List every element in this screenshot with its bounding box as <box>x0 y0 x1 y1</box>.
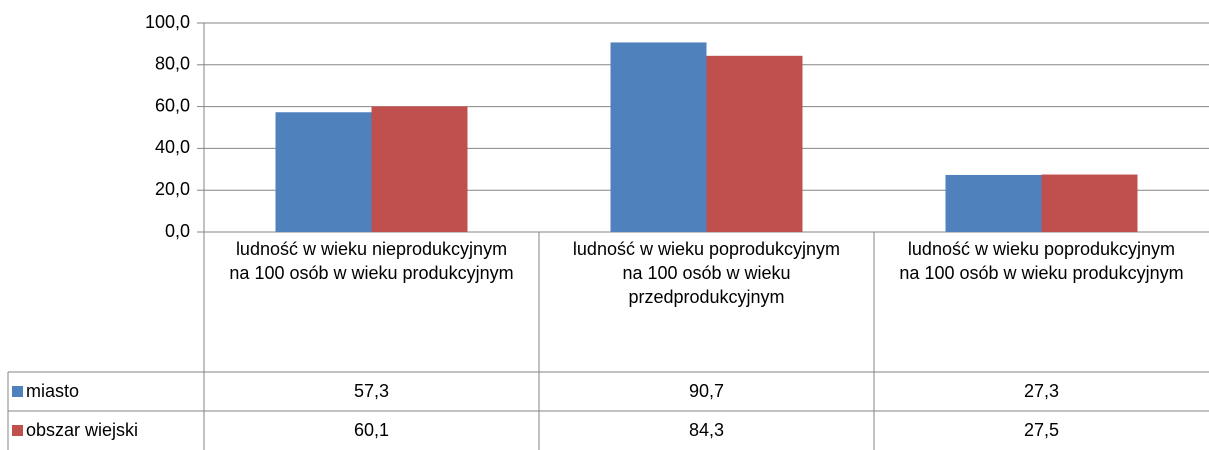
y-tick-label: 100,0 <box>145 12 190 32</box>
legend-entry: miasto <box>12 379 79 403</box>
y-tick-label: 80,0 <box>155 54 190 74</box>
legend-key <box>12 425 23 436</box>
data-table-value: 27,5 <box>1023 420 1060 440</box>
data-table-value: 90,7 <box>688 381 725 401</box>
legend-key <box>12 386 23 397</box>
data-table-value: 84,3 <box>688 420 725 440</box>
y-tick-label: 40,0 <box>155 137 190 157</box>
legend-entry: obszar wiejski <box>12 418 138 442</box>
bar <box>706 55 803 232</box>
data-table-value: 57,3 <box>353 381 390 401</box>
bar <box>1041 174 1138 232</box>
x-tick-label: ludność w wieku nieprodukcyjnym na 100 o… <box>229 239 514 283</box>
y-tick-label: 20,0 <box>155 179 190 199</box>
data-table-value: 27,3 <box>1023 381 1060 401</box>
y-tick-label: 0,0 <box>165 221 190 241</box>
data-table-value: 60,1 <box>353 420 390 440</box>
x-tick-label: ludność w wieku poprodukcyjnym na 100 os… <box>572 239 841 307</box>
bar <box>610 42 707 233</box>
y-tick-label: 60,0 <box>155 95 190 115</box>
legend-label: obszar wiejski <box>26 420 139 440</box>
bar <box>945 174 1042 232</box>
legend-label: miasto <box>26 381 80 401</box>
x-tick-label: ludność w wieku poprodukcyjnym na 100 os… <box>899 239 1184 283</box>
bar <box>275 112 372 232</box>
bar <box>371 106 468 232</box>
